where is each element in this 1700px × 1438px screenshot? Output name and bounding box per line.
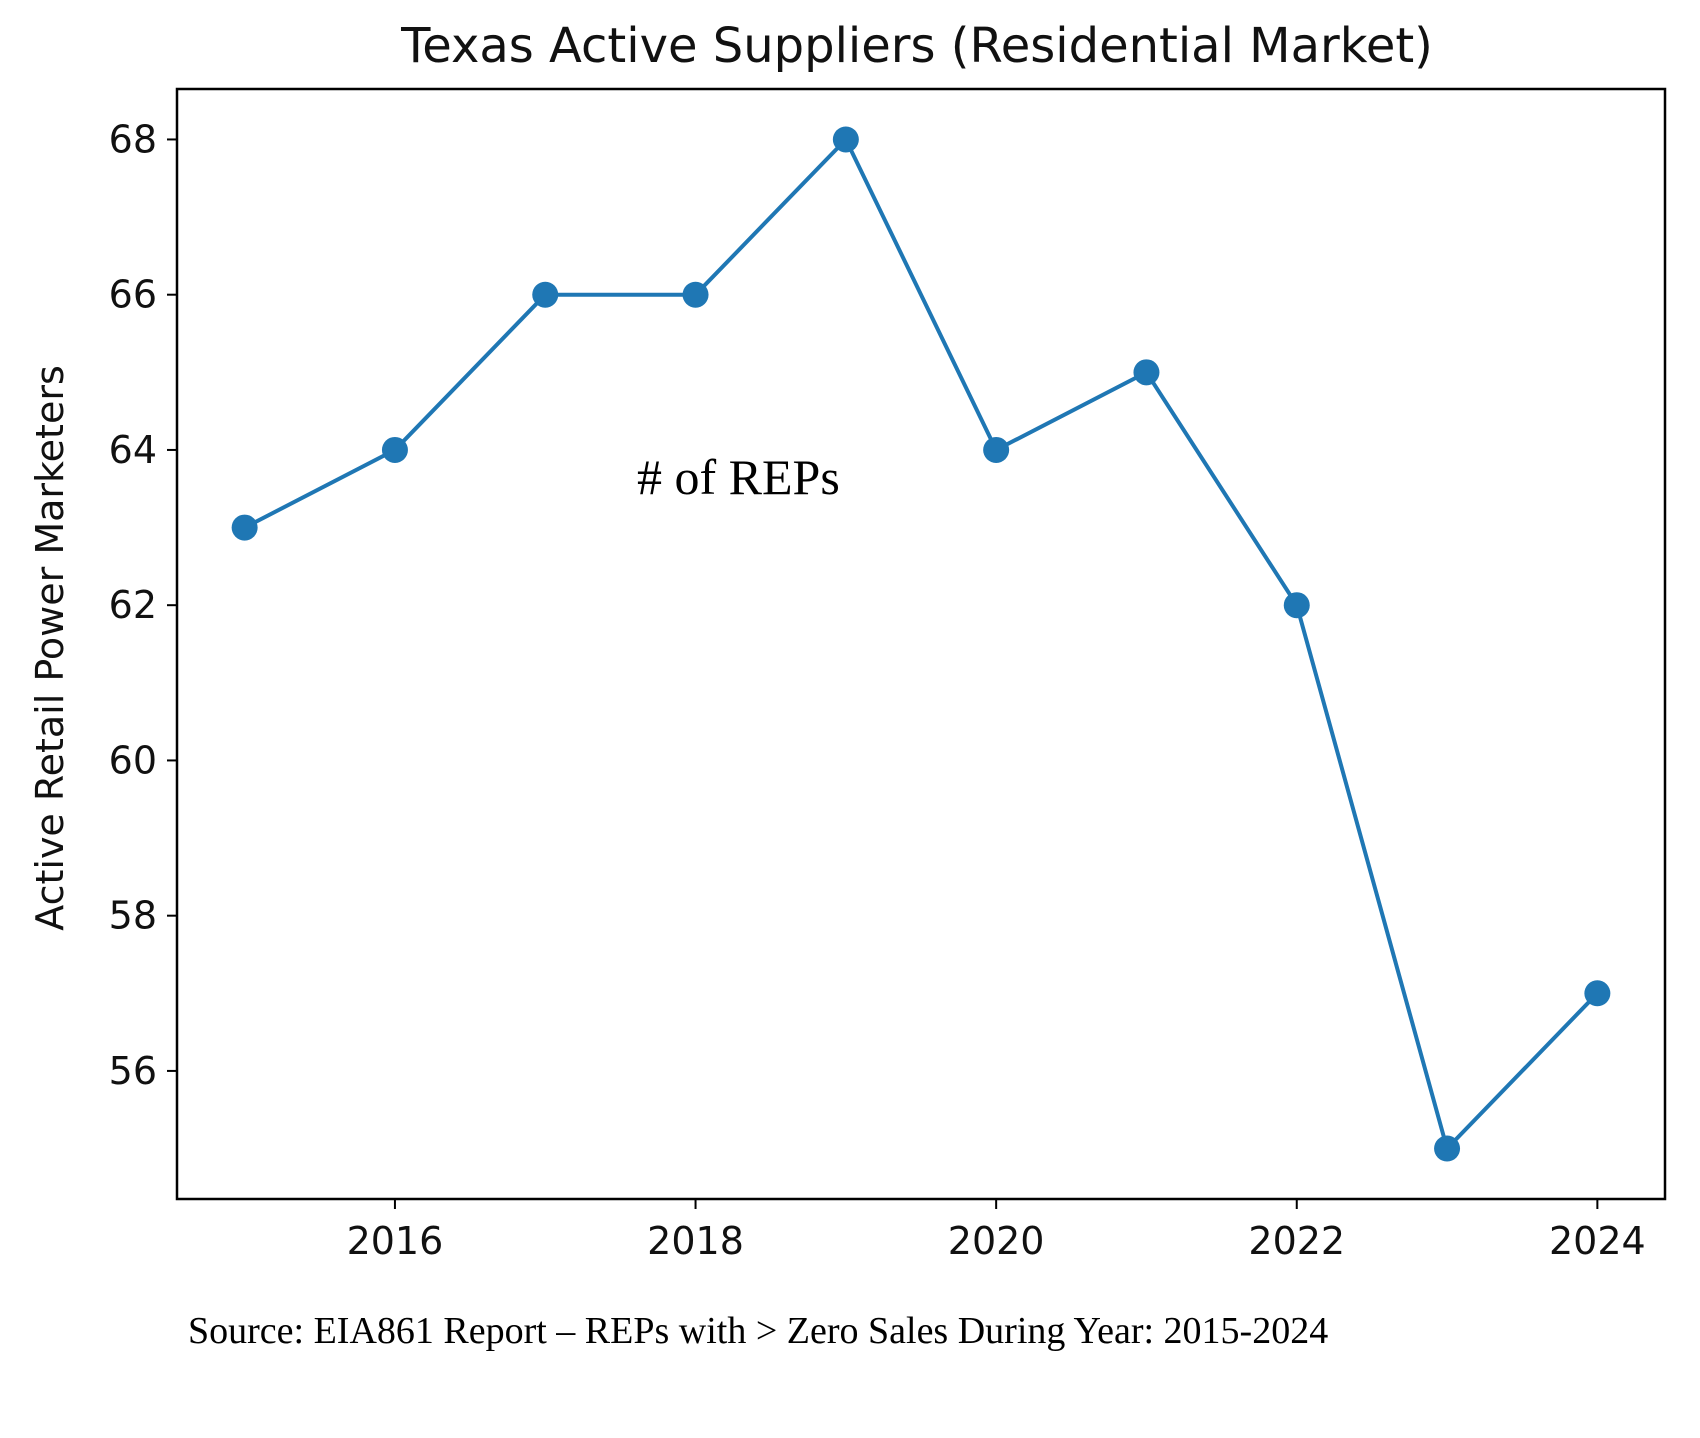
series-line <box>231 126 1611 1162</box>
data-point-2017 <box>532 281 559 308</box>
data-point-2023 <box>1434 1135 1461 1162</box>
source-note: Source: EIA861 Report – REPs with > Zero… <box>188 1310 1328 1352</box>
y-tick-label: 68 <box>109 117 157 161</box>
plot-area <box>175 87 1667 1201</box>
y-tick-label: 60 <box>109 738 157 782</box>
y-tick-label: 58 <box>109 894 157 938</box>
x-tick-label: 2018 <box>647 1219 744 1263</box>
x-tick-label: 2020 <box>948 1219 1045 1263</box>
series-polyline <box>243 137 1599 1151</box>
data-point-2015 <box>231 514 258 541</box>
data-point-2022 <box>1283 592 1310 619</box>
x-axis: 2016 2018 2020 2022 2024 <box>347 1199 1646 1263</box>
y-axis-label: Active Retail Power Marketers <box>28 365 72 930</box>
data-point-2020 <box>983 436 1010 463</box>
y-tick-label: 66 <box>109 273 157 317</box>
y-tick-label: 62 <box>109 583 157 627</box>
data-point-2018 <box>682 281 709 308</box>
data-point-2021 <box>1133 359 1160 386</box>
x-tick-label: 2024 <box>1549 1219 1646 1263</box>
y-tick-label: 64 <box>109 428 157 472</box>
annotation-num-reps: # of REPs <box>637 449 840 505</box>
data-point-2019 <box>832 126 859 153</box>
data-point-2016 <box>381 436 408 463</box>
y-tick-label: 56 <box>109 1049 157 1093</box>
chart-title: Texas Active Suppliers (Residential Mark… <box>400 18 1433 74</box>
y-axis: 56 58 60 62 64 66 68 <box>109 117 177 1093</box>
x-tick-label: 2016 <box>347 1219 444 1263</box>
x-tick-label: 2022 <box>1248 1219 1345 1263</box>
data-point-2024 <box>1584 980 1611 1007</box>
